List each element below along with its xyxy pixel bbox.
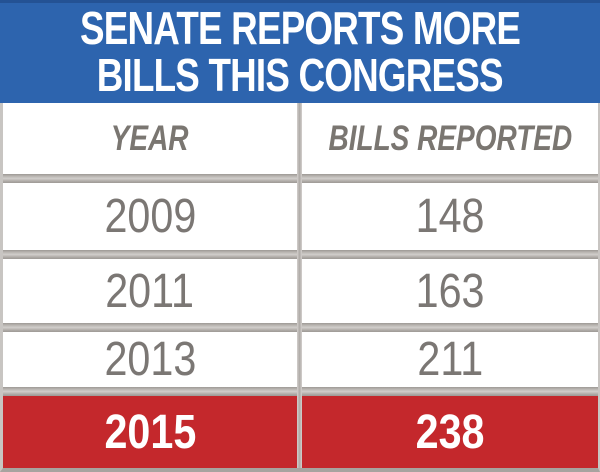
table-row-2009: 2009 148 xyxy=(3,183,598,250)
year-cell: 2011 xyxy=(105,264,195,318)
title-line-2: BILLS THIS CONGRESS xyxy=(96,48,504,101)
column-divider xyxy=(297,103,302,468)
title-line-1: SENATE REPORTS MORE xyxy=(79,1,521,54)
title-banner: SENATE REPORTS MORE BILLS THIS CONGRESS xyxy=(0,0,600,103)
table-row-2011: 2011 163 xyxy=(3,259,598,323)
table-row-2013: 2013 211 xyxy=(3,332,598,387)
bills-cell: 211 xyxy=(417,333,483,386)
column-header-bills-reported: BILLS REPORTED xyxy=(328,118,572,158)
year-cell: 2015 xyxy=(104,405,196,459)
table-header-row: YEAR BILLS REPORTED xyxy=(3,103,598,174)
bills-cell: 238 xyxy=(415,405,485,459)
bills-cell: 148 xyxy=(415,190,485,243)
bills-reported-table: YEAR BILLS REPORTED 2009 148 2011 1 xyxy=(0,103,600,472)
column-header-year: YEAR xyxy=(111,118,189,158)
year-cell: 2013 xyxy=(104,333,196,386)
year-cell: 2009 xyxy=(104,190,196,243)
bills-cell: 163 xyxy=(415,264,485,318)
